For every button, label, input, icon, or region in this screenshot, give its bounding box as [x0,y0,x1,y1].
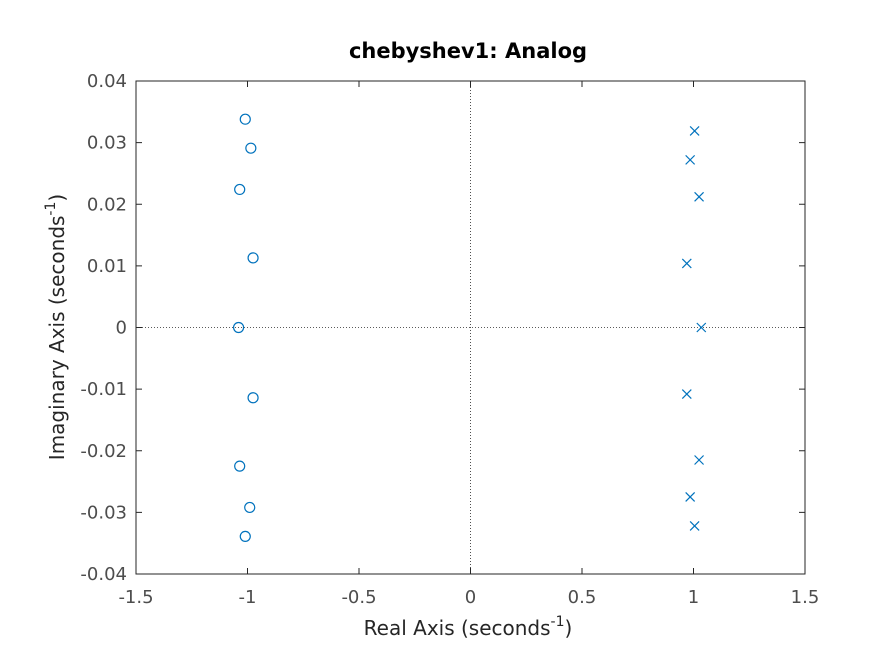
pole-marker [689,521,700,531]
x-axis-label: Real Axis (seconds-1) [364,614,573,640]
pole-marker [685,154,696,165]
pole-marker [694,191,704,202]
pole-marker-stroke [681,258,692,269]
y-tick-label: -0.02 [80,441,127,462]
x-tick-labels: -1.5 -1 -0.5 0 0.5 1 1.5 [118,587,819,608]
y-tick-label: 0 [116,318,127,339]
data-markers [232,113,707,543]
x-tick-label: 1.5 [791,587,820,608]
x-tick-label: 0.5 [568,587,597,608]
pole-marker [685,492,696,502]
x-tick-label: -0.5 [341,587,376,608]
x-tick-label: -1.5 [118,587,153,608]
x-axis-label-text: Real Axis (seconds [364,616,551,640]
pole-marker-stroke [694,191,704,202]
chart-title: chebyshev1: Analog [349,39,587,63]
x-tick-label: 1 [688,587,699,608]
pole-marker-stroke [689,521,700,531]
zero-marker [232,321,245,334]
x-axis-label-close: ) [565,616,573,640]
zero-marker [239,530,251,543]
zero-marker [244,501,256,514]
y-tick-label: -0.01 [80,379,127,400]
pole-marker [681,389,692,399]
pole-marker [689,125,700,136]
y-tick-label: 0.04 [87,71,127,92]
x-tick-label: -1 [239,587,257,608]
x-axis-label-sup: -1 [551,614,565,630]
pole-marker-stroke [696,322,707,333]
pole-marker [694,455,704,465]
zero-marker [234,460,246,472]
y-axis-label: Imaginary Axis (seconds-1) [43,194,69,460]
zero-marker [239,113,251,125]
y-tick-label: 0.02 [87,194,127,215]
zero-marker [245,142,257,154]
pole-marker-stroke [694,455,704,465]
y-axis-label-close: ) [45,194,69,202]
y-tick-label: -0.04 [80,564,127,585]
pole-marker-stroke [685,154,696,165]
zero-marker [247,252,259,264]
zero-marker [247,392,259,404]
pole-marker-stroke [681,389,692,399]
y-tick-label: -0.03 [80,502,127,523]
y-tick-labels: -0.04 -0.03 -0.02 -0.01 0 0.01 0.02 0.03 0.04 [80,71,127,585]
y-tick-label: 0.03 [87,133,127,154]
pole-marker [681,258,692,269]
x-tick-label: 0 [465,587,476,608]
y-axis-label-text: Imaginary Axis (seconds [45,216,69,461]
y-tick-label: 0.01 [87,256,127,277]
pole-marker-stroke [689,125,700,136]
y-axis-label-sup: -1 [43,202,59,216]
zero-marker [234,183,246,196]
pole-marker-stroke [685,492,696,502]
plot-area [135,80,806,575]
pole-marker [696,322,707,333]
